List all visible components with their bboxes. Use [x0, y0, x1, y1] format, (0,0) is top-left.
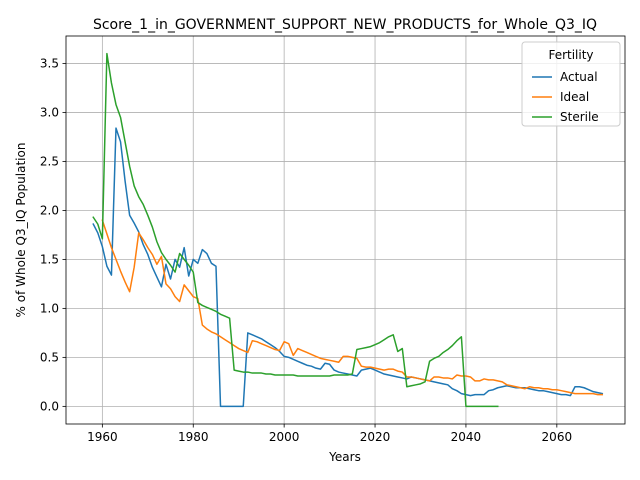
y-tick-label: 3.5 [40, 56, 59, 70]
x-tick-label: 1960 [87, 430, 118, 444]
x-axis-label: Years [328, 450, 361, 464]
y-tick-label: 3.0 [40, 105, 59, 119]
y-tick-label: 1.0 [40, 301, 59, 315]
y-tick-label: 0.5 [40, 350, 59, 364]
y-tick-label: 2.0 [40, 203, 59, 217]
legend-label-ideal: Ideal [560, 90, 589, 104]
legend-label-actual: Actual [560, 70, 598, 84]
x-tick-label: 2020 [360, 430, 391, 444]
legend: Fertility Actual Ideal Sterile [521, 41, 621, 127]
y-tick-label: 1.5 [40, 252, 59, 266]
x-tick-label: 2000 [269, 430, 300, 444]
legend-label-sterile: Sterile [560, 110, 599, 124]
axis-ticks: 1960 1980 2000 2020 2040 2060 0.0 0.5 1.0 1.5 2.0 2… [40, 56, 572, 444]
chart-title: Score_1_in_GOVERNMENT_SUPPORT_NEW_PRODUC… [93, 17, 597, 33]
series-line-sterile [92, 52, 499, 408]
series-line-ideal [101, 219, 604, 396]
x-tick-label: 1980 [178, 430, 209, 444]
plot-area-frame [65, 35, 626, 425]
y-tick-label: 0.0 [40, 399, 59, 413]
legend-box [521, 41, 621, 127]
legend-title: Fertility [548, 48, 593, 62]
x-tick-label: 2040 [451, 430, 482, 444]
grid [66, 36, 625, 424]
y-axis-label: % of Whole Q3_IQ Population [14, 143, 28, 318]
y-tick-label: 2.5 [40, 154, 59, 168]
x-tick-label: 2060 [542, 430, 573, 444]
series-lines [92, 52, 604, 408]
